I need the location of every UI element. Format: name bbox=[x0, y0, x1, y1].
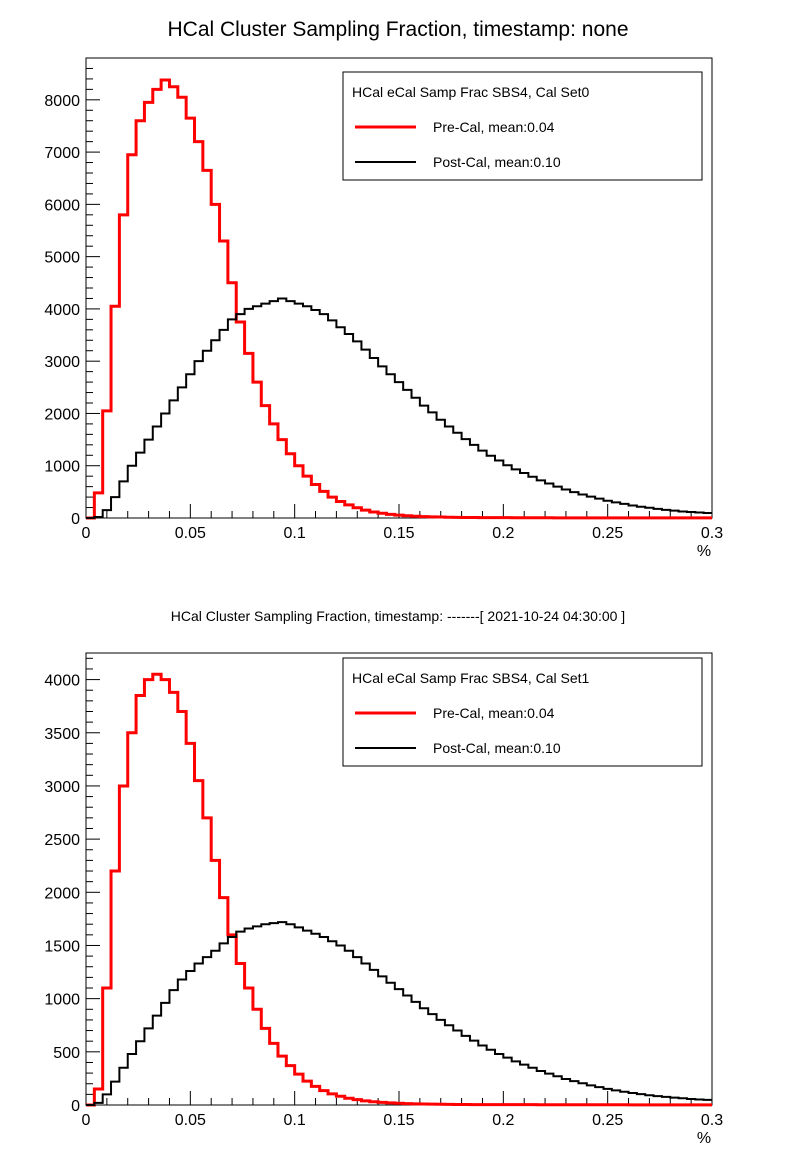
x-tick-label: 0.3 bbox=[701, 525, 723, 542]
y-tick-label: 1500 bbox=[44, 938, 80, 955]
series-0-histogram bbox=[86, 672, 712, 1107]
series-1-histogram bbox=[86, 921, 712, 1106]
legend-entry: Post-Cal, mean:0.10 bbox=[433, 154, 561, 170]
x-axis-label: % bbox=[697, 543, 711, 560]
x-tick-label: 0 bbox=[82, 1112, 91, 1129]
x-tick-label: 0.2 bbox=[492, 1112, 514, 1129]
y-tick-label: 1000 bbox=[44, 992, 80, 1009]
y-tick-label: 8000 bbox=[44, 93, 80, 110]
y-tick-label: 4000 bbox=[44, 673, 80, 690]
y-tick-label: 7000 bbox=[44, 145, 80, 162]
chart-title-top: HCal Cluster Sampling Fraction, timestam… bbox=[167, 18, 629, 41]
chart-title-bottom: HCal Cluster Sampling Fraction, timestam… bbox=[170, 608, 626, 624]
y-tick-label: 6000 bbox=[44, 197, 80, 214]
x-tick-label: 0.1 bbox=[284, 525, 306, 542]
y-tick-label: 3000 bbox=[44, 779, 80, 796]
legend-header: HCal eCal Samp Frac SBS4, Cal Set1 bbox=[352, 670, 590, 686]
y-tick-label: 2000 bbox=[44, 885, 80, 902]
x-tick-label: 0.05 bbox=[175, 525, 206, 542]
y-tick-label: 0 bbox=[71, 511, 80, 528]
x-axis-label: % bbox=[697, 1130, 711, 1147]
series-1-histogram bbox=[86, 297, 712, 519]
series-0-histogram bbox=[86, 78, 712, 520]
x-tick-label: 0.1 bbox=[284, 1112, 306, 1129]
chart-panel-0: 0 0.05 0.1 0.15 0.2 0.25 0.3% 0 1000 2000 3000 4000… bbox=[44, 57, 723, 560]
legend-entry: Pre-Cal, mean:0.04 bbox=[433, 119, 555, 135]
y-tick-label: 0 bbox=[71, 1098, 80, 1115]
legend-entry: Post-Cal, mean:0.10 bbox=[433, 740, 561, 756]
y-tick-label: 2500 bbox=[44, 832, 80, 849]
y-tick-label: 3000 bbox=[44, 354, 80, 371]
y-tick-label: 1000 bbox=[44, 459, 80, 476]
y-tick-label: 4000 bbox=[44, 302, 80, 319]
x-tick-label: 0 bbox=[82, 525, 91, 542]
legend-header: HCal eCal Samp Frac SBS4, Cal Set0 bbox=[352, 84, 590, 100]
y-tick-label: 5000 bbox=[44, 250, 80, 267]
x-tick-label: 0.25 bbox=[592, 525, 623, 542]
x-tick-label: 0.15 bbox=[383, 1112, 414, 1129]
y-tick-label: 2000 bbox=[44, 406, 80, 423]
x-tick-label: 0.2 bbox=[492, 525, 514, 542]
y-tick-label: 3500 bbox=[44, 726, 80, 743]
x-tick-label: 0.25 bbox=[592, 1112, 623, 1129]
x-tick-label: 0.3 bbox=[701, 1112, 723, 1129]
chart-panel-1: 0 0.05 0.1 0.15 0.2 0.25 0.3% 0 500 1000 1500 2000 2… bbox=[44, 652, 723, 1147]
x-tick-label: 0.05 bbox=[175, 1112, 206, 1129]
y-tick-label: 500 bbox=[53, 1045, 80, 1062]
legend-entry: Pre-Cal, mean:0.04 bbox=[433, 705, 555, 721]
x-tick-label: 0.15 bbox=[383, 525, 414, 542]
